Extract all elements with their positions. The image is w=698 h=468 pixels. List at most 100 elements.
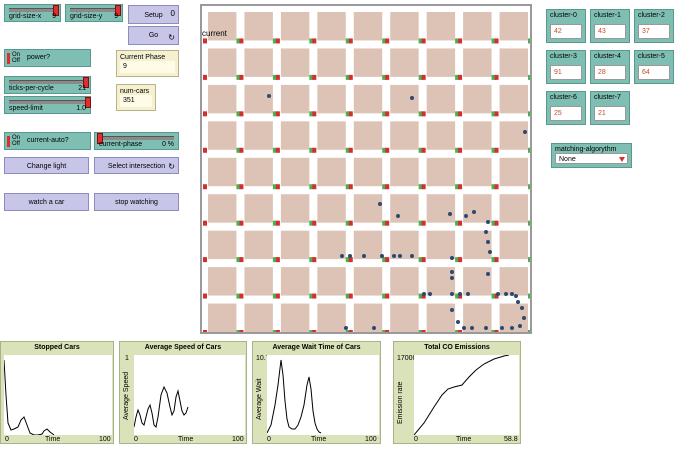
city-block — [390, 121, 419, 150]
city-block — [499, 267, 528, 296]
city-block — [280, 267, 310, 296]
traffic-light-red — [312, 38, 317, 44]
traffic-light-red — [458, 38, 463, 44]
city-block — [390, 267, 419, 296]
traffic-light-green — [236, 111, 241, 117]
monitor-value: 351 — [120, 95, 152, 107]
setup-button[interactable]: Setup 0 — [128, 5, 179, 24]
slider-track — [9, 100, 86, 104]
traffic-light-green — [455, 330, 460, 332]
speed-limit-slider[interactable]: speed-limit 1.0 — [4, 96, 91, 114]
traffic-light-green — [345, 220, 350, 226]
ticks-per-cycle-slider[interactable]: ticks-per-cycle 21 — [4, 76, 91, 94]
grid-size-x-slider[interactable]: grid-size-x 9 — [4, 4, 61, 22]
traffic-light-red — [239, 38, 244, 44]
switch-label: current-auto? — [27, 137, 69, 144]
traffic-light-red — [421, 38, 426, 44]
cluster-monitor-5: cluster-5 64 — [634, 50, 674, 84]
traffic-light-green — [272, 330, 277, 332]
car — [472, 210, 476, 214]
traffic-light-green — [528, 184, 530, 190]
change-light-button[interactable]: Change light — [4, 157, 89, 174]
current-phase-slider[interactable]: current-phase 0 % — [94, 132, 179, 150]
slider-knob[interactable] — [53, 5, 59, 16]
select-intersection-button[interactable]: Select intersection ↻ — [94, 157, 179, 174]
city-block — [353, 267, 383, 296]
traffic-light-red — [421, 330, 426, 332]
traffic-light-red — [494, 257, 499, 263]
traffic-light-red — [312, 74, 317, 80]
dropdown-arrow-icon[interactable] — [619, 157, 625, 162]
car — [514, 294, 518, 298]
x-axis-label: Time — [456, 436, 472, 443]
monitor-label: num-cars — [120, 88, 150, 95]
traffic-light-green — [418, 111, 423, 117]
traffic-light-green — [345, 293, 350, 299]
traffic-light-green — [309, 147, 314, 153]
current-auto-switch[interactable]: On Off current-auto? — [4, 132, 91, 150]
car — [344, 326, 348, 330]
slider-knob[interactable] — [85, 97, 91, 108]
city-block — [353, 157, 383, 187]
city-block — [499, 194, 528, 223]
monitor-value: 43 — [594, 24, 626, 39]
traffic-light-green — [345, 111, 350, 117]
city-block — [353, 303, 383, 332]
traffic-light-green — [345, 147, 350, 153]
traffic-light-green — [236, 257, 241, 263]
slider-knob[interactable] — [97, 133, 103, 144]
matching-algorythm-chooser[interactable]: matching-algorythm None — [551, 143, 632, 168]
city-block — [208, 12, 237, 41]
current-phase-monitor: Current Phase 9 — [116, 50, 179, 77]
grid-size-y-slider[interactable]: grid-size-y 9 — [65, 4, 123, 22]
traffic-light-red — [348, 330, 353, 332]
city-block — [390, 48, 419, 77]
traffic-light-green — [491, 111, 496, 117]
traffic-light-green — [236, 293, 241, 299]
city-block — [353, 12, 383, 41]
toggle-switch[interactable]: On Off — [7, 52, 22, 64]
city-block — [208, 230, 237, 260]
city-block — [208, 194, 237, 223]
city-block — [463, 121, 492, 150]
world-view[interactable]: current — [200, 4, 532, 334]
traffic-light-red — [275, 184, 280, 190]
power-switch[interactable]: On Off power? — [4, 49, 91, 67]
cluster-monitor-0: cluster-0 42 — [546, 9, 586, 43]
slider-track — [9, 80, 86, 84]
monitor-value: 25 — [550, 106, 582, 121]
toggle-switch[interactable]: On Off — [7, 135, 22, 147]
city-block — [499, 157, 528, 187]
traffic-light-red — [494, 184, 499, 190]
traffic-light-green — [309, 184, 314, 190]
slider-value: 9 — [52, 13, 56, 20]
traffic-light-red — [203, 293, 207, 299]
traffic-light-red — [275, 330, 280, 332]
monitor-label: Current Phase — [120, 54, 166, 61]
car — [396, 214, 400, 218]
traffic-light-red — [458, 330, 463, 332]
car — [378, 202, 382, 206]
button-label: stop watching — [115, 199, 158, 206]
x-max-label: 100 — [365, 436, 377, 443]
city-block — [499, 84, 528, 114]
traffic-light-green — [272, 147, 277, 153]
forever-icon: ↻ — [168, 33, 175, 42]
city-block — [280, 12, 310, 41]
chooser-value[interactable]: None — [555, 153, 628, 164]
traffic-light-green — [491, 184, 496, 190]
traffic-light-red — [203, 184, 207, 190]
traffic-light-red — [494, 293, 499, 299]
traffic-light-green — [345, 257, 350, 263]
traffic-light-green — [236, 184, 241, 190]
slider-knob[interactable] — [115, 5, 121, 16]
slider-knob[interactable] — [83, 77, 89, 88]
traffic-light-green — [528, 111, 530, 117]
traffic-light-green — [309, 293, 314, 299]
watch-car-button[interactable]: watch a car — [4, 193, 89, 211]
world-canvas[interactable] — [202, 6, 530, 332]
slider-track — [9, 8, 56, 12]
car — [464, 214, 468, 218]
go-button[interactable]: Go ↻ — [128, 26, 179, 45]
stop-watching-button[interactable]: stop watching — [94, 193, 179, 211]
